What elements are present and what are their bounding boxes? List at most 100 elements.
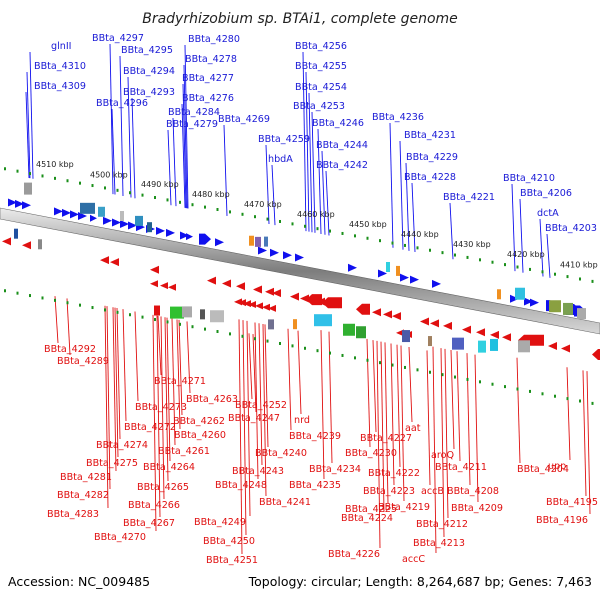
forward-gene-arrow	[530, 298, 539, 307]
callout-line	[262, 323, 267, 497]
reverse-gene-arrow	[392, 312, 401, 321]
callout-line	[106, 306, 111, 490]
callout-line	[380, 341, 385, 513]
reverse-gene-arrow	[2, 237, 11, 246]
annotation-box	[200, 309, 205, 320]
gene-label: BBta_4274	[96, 440, 148, 451]
kbp-label: 4420 kbp	[507, 250, 545, 259]
tick-mark-upper	[66, 179, 69, 183]
gene-label: BBta_4211	[435, 462, 487, 473]
reverse-gene-arrow	[265, 287, 274, 296]
tick-mark-lower	[341, 353, 344, 357]
reverse-gene-arrow	[238, 299, 246, 307]
reverse-gene-arrow	[253, 285, 262, 294]
callout-line	[426, 350, 431, 486]
callout-line	[119, 55, 124, 197]
gene-label: BBta_4283	[47, 509, 99, 520]
gene-label: nrd	[294, 415, 310, 426]
callout-line	[305, 71, 310, 232]
gene-label: BBta_4249	[194, 517, 246, 528]
gene-label: BBta_4280	[188, 34, 240, 45]
annotation-box	[518, 340, 530, 353]
gene-label: BBta_4228	[404, 172, 456, 183]
tick-mark-lower	[366, 358, 369, 362]
gene-label: BBta_4195	[546, 497, 598, 508]
gene-label: BBta_4230	[345, 448, 397, 459]
callout-lines	[25, 43, 591, 555]
callout-line	[66, 298, 71, 356]
annotation-box	[38, 239, 42, 250]
forward-gene-arrow	[156, 226, 165, 235]
tick-mark-upper	[54, 176, 56, 180]
callout-line	[320, 330, 325, 480]
gene-label: BBta_4235	[289, 480, 341, 491]
callout-line	[297, 330, 302, 415]
reverse-gene-arrow	[561, 344, 570, 353]
callout-line	[258, 323, 263, 466]
annotation-box	[293, 319, 297, 330]
callout-line	[54, 296, 59, 344]
gene-label: BBta_4225	[345, 504, 397, 515]
tick-mark-upper	[179, 200, 181, 204]
callout-line	[566, 367, 571, 461]
gene-label: BBta_4310	[34, 61, 86, 72]
callout-line	[164, 317, 169, 482]
tick-mark-lower	[154, 318, 156, 322]
tick-mark-upper	[316, 227, 319, 231]
annotation-box	[268, 319, 274, 330]
forward-gene-arrow	[283, 251, 292, 260]
callout-line	[183, 64, 188, 209]
forward-gene-arrow	[103, 216, 112, 225]
tick-mark-upper	[491, 260, 494, 264]
annotation-box	[170, 306, 184, 319]
gene-label: BBta_4208	[447, 486, 499, 497]
callout-line	[390, 343, 395, 486]
annotation-box	[210, 310, 224, 323]
gene-label: BBta_4248	[215, 480, 267, 491]
tick-mark-upper	[454, 253, 456, 257]
tick-mark-upper	[516, 265, 519, 269]
tick-mark-upper	[429, 248, 431, 252]
gene-label: glnII	[51, 41, 72, 52]
annotation-box	[396, 265, 400, 276]
annotation-box	[255, 236, 261, 247]
gene-label: BBta_4210	[503, 173, 555, 184]
kbp-label: 4510 kbp	[36, 160, 74, 169]
gene-label: BBta_4251	[206, 555, 258, 566]
reverse-gene-arrow	[268, 304, 276, 312]
gene-label: BBta_4219	[378, 502, 430, 513]
reverse-gene-arrow	[150, 280, 158, 288]
tick-mark-lower	[329, 351, 331, 355]
callout-line	[265, 144, 270, 225]
reverse-gene-arrow	[110, 258, 119, 267]
gene-label: BBta_4240	[255, 448, 307, 459]
gene-label: BBta_4282	[57, 490, 109, 501]
annotation-box	[478, 340, 486, 353]
tick-mark-upper	[116, 188, 119, 192]
reverse-gene-arrow	[207, 276, 216, 285]
reverse-gene-arrow	[306, 294, 322, 306]
callout-line	[287, 328, 292, 431]
tick-mark-upper	[466, 255, 469, 259]
gene-label: BBta_4270	[94, 532, 146, 543]
callout-line	[127, 76, 132, 198]
forward-gene-arrow	[128, 221, 137, 230]
callout-line	[384, 342, 389, 504]
reverse-gene-arrow	[100, 256, 109, 265]
tick-mark-upper	[129, 191, 131, 195]
callout-line	[160, 316, 165, 500]
tick-mark-upper	[354, 234, 356, 238]
gene-label: BBta_4295	[121, 45, 173, 56]
gene-label: BBta_4256	[295, 41, 347, 52]
forward-gene-arrow	[258, 246, 267, 255]
gene-label: BBta_4284	[168, 107, 220, 118]
callout-line	[405, 162, 410, 251]
tick-mark-upper	[266, 217, 269, 221]
reverse-gene-arrow	[248, 301, 256, 309]
tick-mark-upper	[404, 243, 406, 247]
callout-line	[408, 346, 413, 423]
callout-line	[450, 350, 455, 450]
gene-label: dctA	[537, 208, 559, 219]
reverse-gene-arrow	[420, 317, 429, 326]
tick-mark-lower	[91, 306, 94, 310]
